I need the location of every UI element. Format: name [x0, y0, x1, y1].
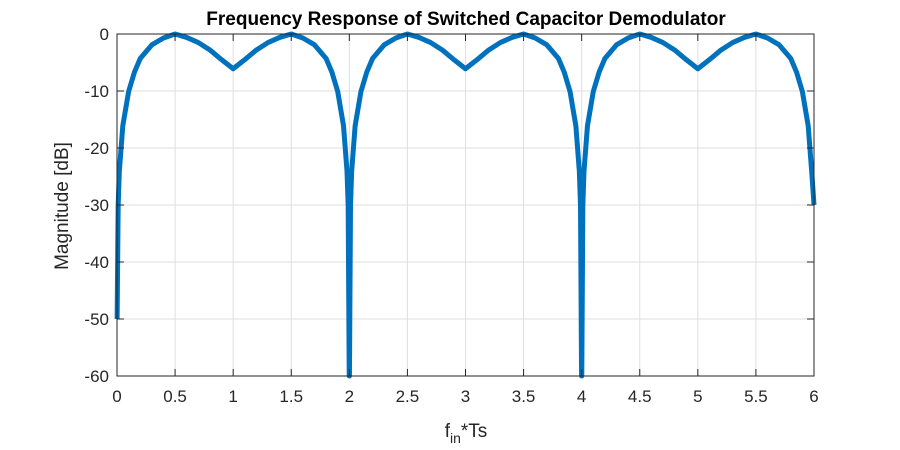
grid — [116, 33, 815, 377]
x-tick-label: 5.5 — [744, 387, 768, 406]
y-tick-label: -40 — [84, 253, 109, 272]
y-axis-label: Magnitude [dB] — [52, 142, 73, 270]
x-tick-label: 1.5 — [279, 387, 303, 406]
x-tick-label: 3.5 — [512, 387, 536, 406]
y-tick-label: 0 — [100, 25, 109, 44]
x-axis-label-main: f — [445, 421, 451, 442]
x-tick-label: 4.5 — [628, 387, 652, 406]
x-tick-label: 0 — [112, 387, 121, 406]
x-tick-label: 2.5 — [396, 387, 420, 406]
series-line — [114, 31, 817, 379]
y-tick-label: -10 — [84, 82, 109, 101]
x-tick-label: 0.5 — [163, 387, 187, 406]
x-tick-label: 1 — [228, 387, 237, 406]
x-tick-label: 6 — [809, 387, 818, 406]
y-tick-labels: 0 -10 -20 -30 -40 -50 -60 — [84, 25, 109, 386]
x-tick-label: 2 — [345, 387, 354, 406]
series-layer — [114, 31, 817, 379]
x-tick-label: 4 — [577, 387, 586, 406]
y-tick-label: -30 — [84, 196, 109, 215]
x-tick-labels: 0 0.5 1 1.5 2 2.5 3 3.5 4 4.5 5 5.5 6 — [112, 387, 818, 406]
chart-title: Frequency Response of Switched Capacitor… — [206, 9, 726, 30]
x-axis-label-suffix: *Ts — [461, 421, 487, 442]
x-tick-label: 3 — [461, 387, 470, 406]
x-tick-label: 5 — [693, 387, 702, 406]
y-tick-label: -60 — [84, 367, 109, 386]
ticks — [116, 33, 815, 377]
y-tick-label: -20 — [84, 139, 109, 158]
y-tick-label: -50 — [84, 310, 109, 329]
x-axis-label: fin*Ts — [445, 421, 488, 446]
x-axis-label-subscript: in — [450, 430, 461, 446]
